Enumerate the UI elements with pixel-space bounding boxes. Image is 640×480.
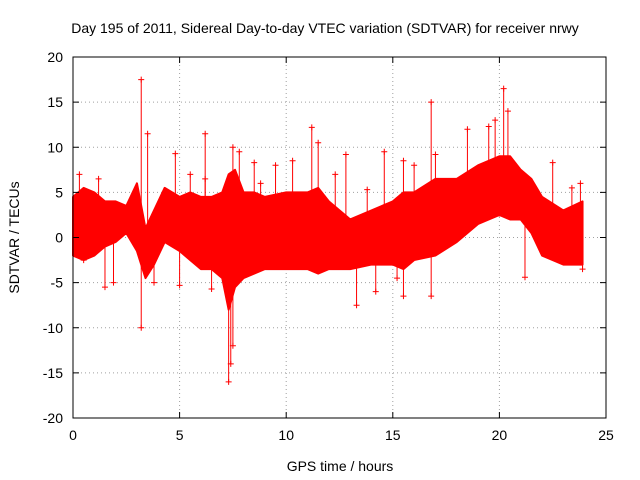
- y-tick-label: 15: [47, 94, 63, 110]
- data-point: [577, 180, 584, 187]
- y-tick-label: -15: [43, 365, 63, 381]
- data-point: [400, 293, 407, 300]
- y-tick-label: -5: [51, 275, 64, 291]
- data-point: [464, 126, 471, 133]
- data-point: [332, 171, 339, 178]
- data-point: [428, 293, 435, 300]
- data-point: [428, 99, 435, 106]
- y-tick-label: -10: [43, 320, 63, 336]
- data-point: [138, 324, 145, 331]
- data-point: [272, 162, 279, 169]
- data-point: [187, 171, 194, 178]
- data-point: [364, 186, 371, 193]
- data-series: [72, 76, 586, 385]
- y-tick-label: 20: [47, 49, 63, 65]
- y-axis-label: SDTVAR / TECUs: [6, 181, 22, 293]
- data-point: [95, 175, 102, 182]
- data-point: [342, 151, 349, 158]
- data-point: [289, 157, 296, 164]
- data-point: [315, 139, 322, 146]
- data-point: [110, 279, 117, 286]
- y-tick-label: -20: [43, 410, 63, 426]
- data-point: [227, 360, 234, 367]
- data-point: [549, 159, 556, 166]
- x-tick-label: 5: [176, 427, 184, 443]
- data-point: [251, 159, 258, 166]
- data-point: [144, 130, 151, 137]
- x-tick-label: 20: [492, 427, 508, 443]
- data-point: [229, 144, 236, 151]
- chart-title: Day 195 of 2011, Sidereal Day-to-day VTE…: [71, 20, 579, 36]
- data-point: [225, 378, 232, 385]
- y-tick-label: 10: [47, 139, 63, 155]
- data-band: [72, 155, 584, 311]
- data-point: [80, 257, 87, 264]
- y-tick-label: 5: [55, 184, 63, 200]
- data-point: [208, 285, 215, 292]
- data-point: [236, 148, 243, 155]
- data-point: [176, 282, 183, 289]
- data-point: [172, 150, 179, 157]
- data-point: [257, 180, 264, 187]
- data-point: [579, 266, 586, 273]
- data-point: [500, 85, 507, 92]
- data-point: [504, 108, 511, 115]
- data-point: [492, 117, 499, 124]
- data-point: [521, 274, 528, 281]
- data-point: [400, 157, 407, 164]
- data-point: [411, 162, 418, 169]
- data-point: [138, 76, 145, 83]
- y-tick-label: 0: [55, 230, 63, 246]
- x-tick-label: 25: [598, 427, 614, 443]
- data-point: [101, 284, 108, 291]
- data-point: [76, 171, 83, 178]
- x-tick-label: 10: [278, 427, 294, 443]
- data-point: [568, 184, 575, 191]
- data-point: [372, 288, 379, 295]
- x-tick-label: 15: [385, 427, 401, 443]
- axis-ticks: 0 5 10 15 20 25 -20 -15 -10 -5 0 5 10 15 20: [43, 49, 614, 443]
- x-tick-label: 0: [69, 427, 77, 443]
- data-point: [308, 124, 315, 131]
- data-point: [381, 148, 388, 155]
- data-point: [202, 130, 209, 137]
- data-point: [432, 151, 439, 158]
- data-point: [202, 175, 209, 182]
- data-point: [151, 279, 158, 286]
- data-point: [229, 342, 236, 349]
- data-point: [485, 123, 492, 130]
- data-point: [394, 275, 401, 282]
- data-point: [353, 302, 360, 309]
- x-axis-label: GPS time / hours: [287, 458, 394, 474]
